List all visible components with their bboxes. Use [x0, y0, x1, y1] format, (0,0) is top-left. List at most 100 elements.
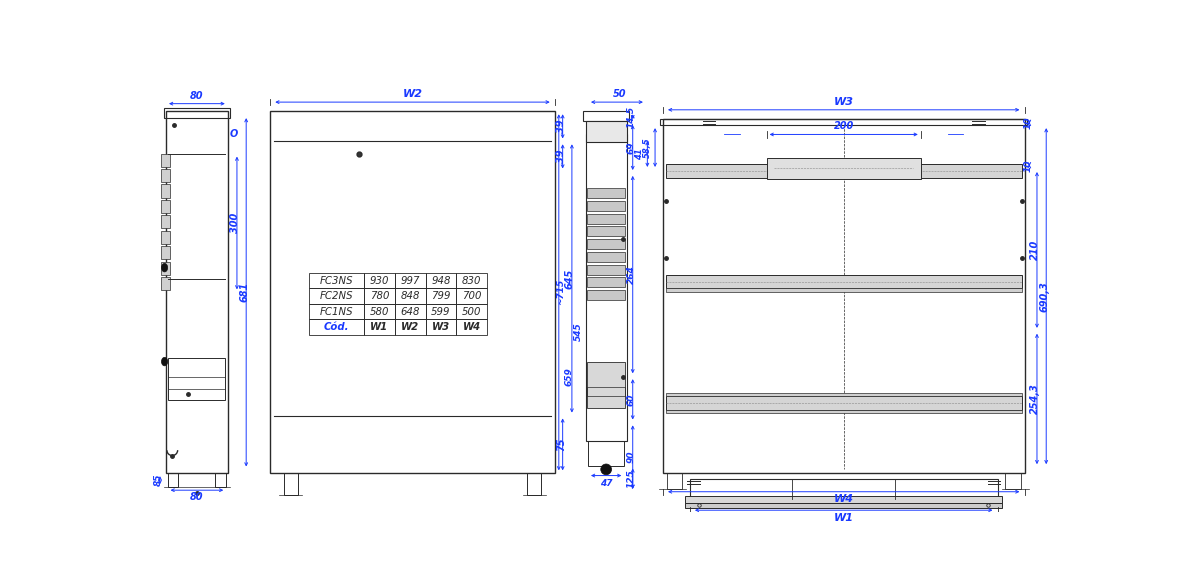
- Text: 580: 580: [370, 306, 389, 317]
- Text: 848: 848: [401, 291, 420, 301]
- Text: 58,5: 58,5: [643, 137, 652, 158]
- Bar: [1006, 473, 1021, 489]
- Circle shape: [600, 464, 611, 475]
- Text: 500: 500: [462, 306, 481, 317]
- Bar: [587, 214, 625, 224]
- Bar: [161, 246, 170, 259]
- Bar: [665, 396, 1021, 410]
- Text: FC3NS: FC3NS: [319, 276, 353, 286]
- Text: W4: W4: [833, 494, 853, 504]
- Text: FC2NS: FC2NS: [319, 291, 353, 301]
- Text: 681: 681: [239, 282, 249, 302]
- Bar: [426, 273, 456, 289]
- Bar: [168, 358, 226, 400]
- Text: 645: 645: [565, 269, 574, 289]
- Bar: [587, 239, 625, 249]
- Bar: [364, 289, 395, 304]
- Bar: [587, 277, 625, 288]
- Text: 125: 125: [626, 469, 636, 488]
- Text: 14,5: 14,5: [626, 106, 636, 128]
- Text: 10: 10: [1024, 159, 1032, 171]
- Bar: [426, 319, 456, 335]
- Bar: [690, 480, 998, 499]
- Bar: [587, 189, 625, 198]
- Text: 39: 39: [556, 150, 566, 163]
- Bar: [309, 273, 364, 289]
- Bar: [215, 473, 226, 487]
- Text: 690,3: 690,3: [1039, 281, 1050, 312]
- Bar: [665, 164, 1021, 178]
- Bar: [456, 304, 487, 319]
- Text: 300: 300: [230, 213, 240, 233]
- Text: ~715: ~715: [556, 279, 565, 305]
- Bar: [587, 387, 625, 396]
- Text: 930: 930: [370, 276, 389, 286]
- Bar: [686, 503, 1002, 508]
- Bar: [456, 319, 487, 335]
- Text: 85: 85: [154, 474, 163, 486]
- Bar: [161, 215, 170, 228]
- Bar: [686, 496, 1002, 503]
- Bar: [284, 473, 298, 495]
- Bar: [395, 289, 426, 304]
- Text: W1: W1: [833, 513, 853, 523]
- Bar: [767, 158, 921, 179]
- Text: 60: 60: [626, 393, 636, 405]
- Text: W2: W2: [403, 89, 422, 99]
- Text: 545: 545: [573, 322, 583, 341]
- Bar: [395, 273, 426, 289]
- Text: W3: W3: [833, 97, 853, 107]
- Bar: [586, 135, 626, 441]
- Bar: [161, 231, 170, 244]
- Bar: [161, 154, 170, 167]
- Bar: [665, 275, 1021, 289]
- Bar: [587, 201, 625, 211]
- Text: W1: W1: [370, 322, 389, 332]
- Bar: [665, 410, 1021, 413]
- Bar: [587, 227, 625, 236]
- Bar: [269, 112, 556, 473]
- Bar: [167, 112, 228, 473]
- Bar: [587, 362, 625, 408]
- Bar: [395, 304, 426, 319]
- Bar: [426, 304, 456, 319]
- Text: 830: 830: [462, 276, 481, 286]
- Text: O: O: [230, 129, 239, 140]
- Bar: [161, 200, 170, 213]
- Bar: [161, 185, 170, 198]
- Text: 599: 599: [431, 306, 450, 317]
- Text: 648: 648: [401, 306, 420, 317]
- Bar: [456, 273, 487, 289]
- Bar: [587, 252, 625, 262]
- Text: W2: W2: [401, 322, 420, 332]
- Text: 948: 948: [431, 276, 450, 286]
- Text: 50: 50: [612, 89, 626, 99]
- Ellipse shape: [162, 263, 168, 272]
- Text: 200: 200: [833, 121, 853, 131]
- Text: 75: 75: [556, 438, 566, 451]
- Bar: [309, 289, 364, 304]
- Bar: [364, 304, 395, 319]
- Bar: [587, 264, 625, 275]
- Text: 210: 210: [1030, 240, 1040, 260]
- Text: 659: 659: [565, 367, 574, 386]
- Bar: [661, 119, 1027, 125]
- Text: Cód.: Cód.: [324, 322, 349, 332]
- Text: 69: 69: [626, 141, 636, 154]
- Text: 39: 39: [556, 120, 566, 133]
- Bar: [456, 289, 487, 304]
- Bar: [364, 273, 395, 289]
- Bar: [395, 319, 426, 335]
- Bar: [364, 319, 395, 335]
- Text: 10: 10: [1024, 117, 1032, 129]
- Text: 80: 80: [190, 91, 203, 101]
- Bar: [527, 473, 541, 495]
- Text: 700: 700: [462, 291, 481, 301]
- Text: 41: 41: [635, 148, 644, 160]
- Bar: [667, 473, 682, 489]
- Bar: [589, 441, 624, 466]
- Bar: [663, 119, 1025, 473]
- Bar: [161, 169, 170, 182]
- Text: 799: 799: [431, 291, 450, 301]
- Bar: [665, 289, 1021, 292]
